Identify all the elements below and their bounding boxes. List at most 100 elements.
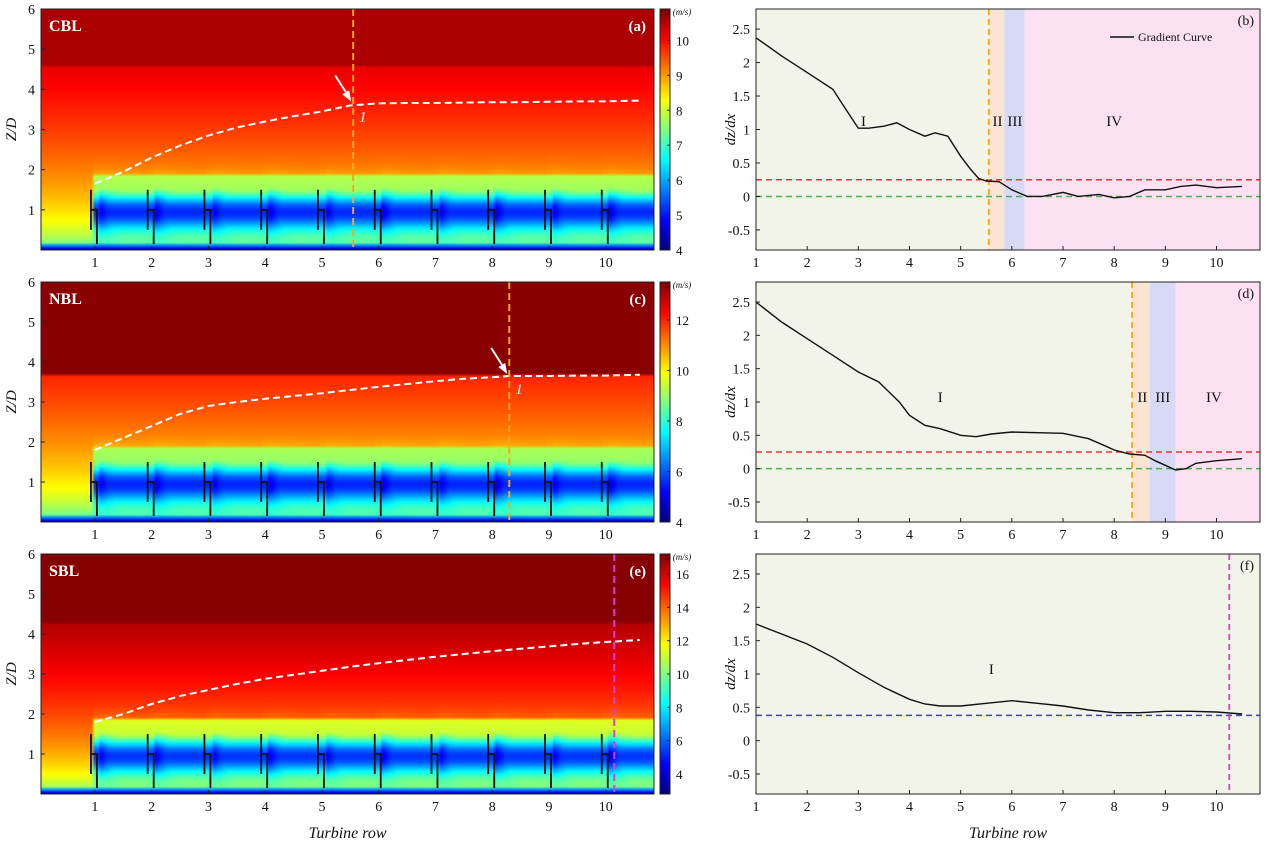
y-tick-label: 0.5 <box>733 701 751 716</box>
turbine-marker <box>600 462 609 516</box>
x-tick-label: 5 <box>957 256 964 271</box>
y-tick-label: 4 <box>28 83 35 98</box>
y-tick-label: 2 <box>743 329 750 344</box>
arrow-label: 1 <box>515 382 523 398</box>
y-tick-label: 3 <box>28 668 35 683</box>
y-tick-label: 0.5 <box>733 429 751 444</box>
y-tick-label: -0.5 <box>728 224 750 239</box>
y-tick-label: 2 <box>28 436 35 451</box>
x-tick-label: 9 <box>1162 800 1169 815</box>
stage-region <box>988 9 1005 250</box>
y-tick-label: 3 <box>28 396 35 411</box>
colorbar <box>660 9 670 250</box>
colorbar <box>660 282 670 522</box>
ibl-boundary-curve <box>94 639 640 723</box>
x-tick-label: 4 <box>262 528 269 543</box>
x-tick-label: 5 <box>318 256 325 271</box>
turbine-marker <box>146 734 155 788</box>
colorbar-tick-label: 6 <box>676 734 683 749</box>
line-panel-d: I II III IV(d)1 2 3 4 5 6 7 8 9 10-0.500.511.522.5dz… <box>723 281 1261 543</box>
x-axis-label: Turbine row <box>969 825 1047 842</box>
turbine-marker <box>373 189 382 244</box>
stage-label: III <box>1007 114 1022 130</box>
x-tick-label: 7 <box>1060 800 1067 815</box>
turbine-marker <box>487 734 496 788</box>
x-tick-label: 5 <box>318 528 325 543</box>
turbine-marker <box>203 462 212 516</box>
x-tick-label: 7 <box>432 800 439 815</box>
x-tick-label: 5 <box>318 800 325 815</box>
x-tick-label: 1 <box>753 800 760 815</box>
x-tick-label: 1 <box>91 800 98 815</box>
panel-label: (f) <box>1240 559 1254 574</box>
y-axis-label: dz/dx <box>723 113 739 145</box>
y-tick-label: 1 <box>743 396 750 411</box>
stage-region <box>1004 9 1025 250</box>
turbine-marker <box>487 462 496 516</box>
x-tick-label: 3 <box>205 256 212 271</box>
line-panel-f: I (f) 1 2 3 4 5 6 7 8 9 10 -0.5 0 0.5 1 1.5 2 2.5 dz/dx Turb… <box>723 553 1261 842</box>
x-tick-label: 3 <box>855 256 862 271</box>
turbine-marker <box>146 462 155 516</box>
turbine-marker <box>317 462 325 516</box>
y-tick-label: 1 <box>28 204 35 219</box>
case-label: NBL <box>49 291 82 308</box>
y-tick-label: 2 <box>743 601 750 616</box>
turbine-marker <box>430 189 439 244</box>
x-tick-label: 2 <box>148 800 155 815</box>
y-tick-label: 6 <box>28 548 35 563</box>
colorbar-tick-label: 4 <box>676 515 683 530</box>
y-tick-label: 0 <box>743 735 750 750</box>
y-tick-label: 1 <box>743 124 750 139</box>
y-tick-label: 0 <box>743 463 750 478</box>
turbine-marker <box>600 189 609 244</box>
gradient-curve <box>755 623 1243 715</box>
x-tick-label: 10 <box>599 528 613 543</box>
y-axis-label: dz/dx <box>723 658 739 690</box>
x-axis-label: Turbine row <box>308 825 386 842</box>
x-tick-label: 4 <box>906 800 913 815</box>
colorbar-tick-label: 12 <box>676 313 689 328</box>
x-tick-label: 7 <box>432 528 439 543</box>
ibl-boundary-curve <box>94 373 640 451</box>
ibl-boundary-curve <box>94 99 640 185</box>
legend-label: Gradient Curve <box>1138 30 1212 44</box>
colorbar-tick-label: 16 <box>676 567 690 582</box>
colorbar-title: U (m/s) <box>664 280 691 290</box>
stage-label: IV <box>1206 390 1222 406</box>
x-tick-label: 1 <box>753 256 760 271</box>
arrow-head <box>342 90 352 102</box>
y-tick-label: 0 <box>743 190 750 205</box>
x-tick-label: 2 <box>804 800 811 815</box>
x-tick-label: 5 <box>957 528 964 543</box>
velocity-field-image <box>41 9 654 250</box>
y-tick-label: 4 <box>28 356 35 371</box>
x-tick-label: 10 <box>1210 256 1224 271</box>
x-tick-label: 6 <box>1008 528 1015 543</box>
y-tick-label: 2.5 <box>733 23 751 38</box>
gradient-curve <box>755 301 1243 471</box>
y-axis-label: Z/D <box>4 662 20 686</box>
colorbar-tick-label: 4 <box>676 243 683 258</box>
stage-label: II <box>993 114 1003 130</box>
y-tick-label: -0.5 <box>728 768 750 783</box>
stage-label: I <box>861 114 866 130</box>
y-tick-label: 2 <box>28 708 35 723</box>
panel-label: (b) <box>1238 14 1255 29</box>
turbine-marker <box>430 734 439 788</box>
arrow-label: 1 <box>359 109 367 125</box>
colorbar-tick-label: 4 <box>676 767 683 782</box>
y-tick-label: 2.5 <box>733 296 751 311</box>
x-tick-label: 1 <box>753 528 760 543</box>
heatmap-panel-a: 1 CBL (a) 1 2 3 4 5 6 7 8 9 10 1 2 3 4 5 6 Z/D 4 5 6 7 8 9 10 U (m/… <box>4 3 691 271</box>
y-tick-label: 2.5 <box>733 568 751 583</box>
turbine-marker <box>373 462 382 516</box>
colorbar-title: U (m/s) <box>664 552 691 562</box>
colorbar-tick-label: 14 <box>676 600 690 615</box>
y-tick-label: 4 <box>28 628 35 643</box>
x-tick-label: 6 <box>375 528 382 543</box>
x-tick-label: 8 <box>489 800 496 815</box>
colorbar-tick-label: 10 <box>676 363 689 378</box>
